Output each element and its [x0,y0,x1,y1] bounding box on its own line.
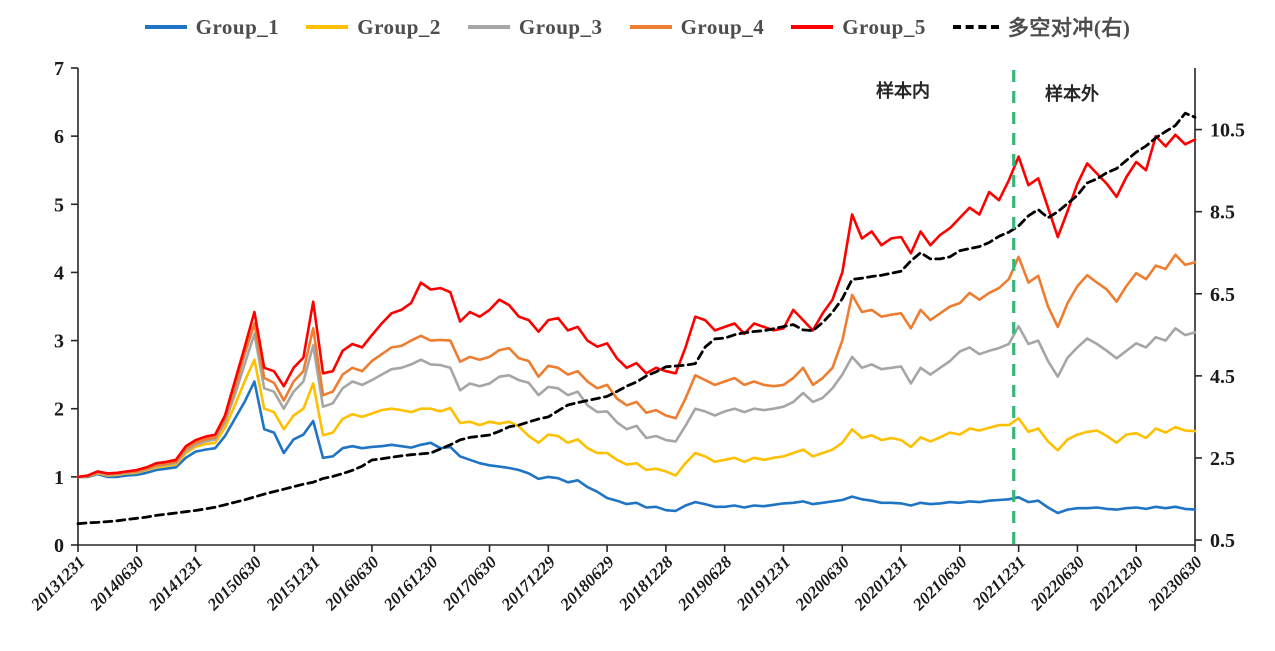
x-axis-tick-label: 20160630 [321,552,384,615]
x-axis-tick-label: 20211231 [968,552,1030,614]
series-line-2 [76,358,1197,479]
x-axis-tick-label: 20181228 [614,552,677,615]
x-axis-tick-label: 20161230 [379,552,442,615]
x-axis-tick-label: 20141231 [144,552,206,614]
legend-item: Group_2 [306,15,441,40]
x-axis-tick-label: 20200630 [791,552,854,615]
legend-label: Group_5 [842,14,926,39]
legend-label: Group_4 [680,14,765,39]
y-axis-tick-label: 2 [54,399,64,421]
legend-item: 多空对冲(右) [952,12,1131,42]
series-line-3 [76,325,1197,479]
line-swatch-icon [306,25,349,29]
x-axis-tick-label: 20191231 [732,552,794,614]
y-axis-right-tick-label: 2.5 [1210,448,1235,470]
y-axis-tick-label: 6 [54,126,64,148]
legend-item: Group_1 [144,14,280,40]
line-swatch-icon [629,25,672,29]
x-axis-tick-label: 20140630 [85,552,148,615]
series-line-1 [76,380,1197,515]
x-axis-tick-label: 20220630 [1026,552,1089,615]
x-axis-tick-label: 20180629 [556,552,619,615]
annotation-out-of-sample: 样本外 [1045,83,1099,104]
legend-item: Group_4 [629,14,765,40]
x-axis-tick-label: 20150630 [203,552,266,615]
legend-label: Group_1 [195,14,280,39]
y-axis-tick-label: 0 [54,535,64,557]
y-axis-tick-label: 3 [54,331,64,353]
x-axis-tick-label: 20190628 [673,552,736,615]
x-axis-tick-label: 20230630 [1144,552,1207,615]
series-line-4 [76,253,1197,479]
x-axis-tick-label: 20210630 [908,552,971,615]
line-swatch-icon [144,25,187,29]
annotation-in-sample: 样本内 [876,80,930,101]
x-axis-tick-label: 20171229 [497,552,560,615]
y-axis-tick-label: 5 [54,194,64,216]
legend-item: Group_5 [791,15,926,40]
y-axis-right-tick-label: 4.5 [1210,366,1235,388]
y-axis-tick-label: 7 [54,58,64,80]
legend: Group_1 Group_2 Group_3 Group_4 Group_5 多空对冲(… [0,12,1275,42]
dashed-line-swatch-icon [952,25,999,29]
line-swatch-icon [791,25,834,29]
series-line-5 [76,133,1197,479]
legend-item: Group_3 [467,14,603,40]
y-axis-right-tick-label: 8.5 [1210,202,1235,224]
axis-spines [77,68,1196,546]
y-axis-right-tick-label: 10.5 [1210,120,1245,142]
x-axis-tick-label: 20201231 [850,552,912,614]
y-axis-right-tick-label: 0.5 [1210,530,1235,552]
legend-label: 多空对冲(右) [1007,16,1131,40]
y-axis-tick-label: 1 [54,467,64,489]
y-axis-tick-label: 4 [54,262,64,284]
legend-label: Group_3 [518,14,603,39]
line-swatch-icon [467,25,510,29]
x-axis-tick-label: 20221230 [1085,552,1148,615]
legend-label: Group_2 [357,14,441,39]
x-axis-tick-label: 20151231 [262,552,324,614]
series-line-6 [76,111,1197,526]
y-axis-right-tick-label: 6.5 [1210,284,1235,306]
x-axis-tick-label: 20131231 [27,552,89,614]
x-axis-tick-label: 20170630 [438,552,501,615]
